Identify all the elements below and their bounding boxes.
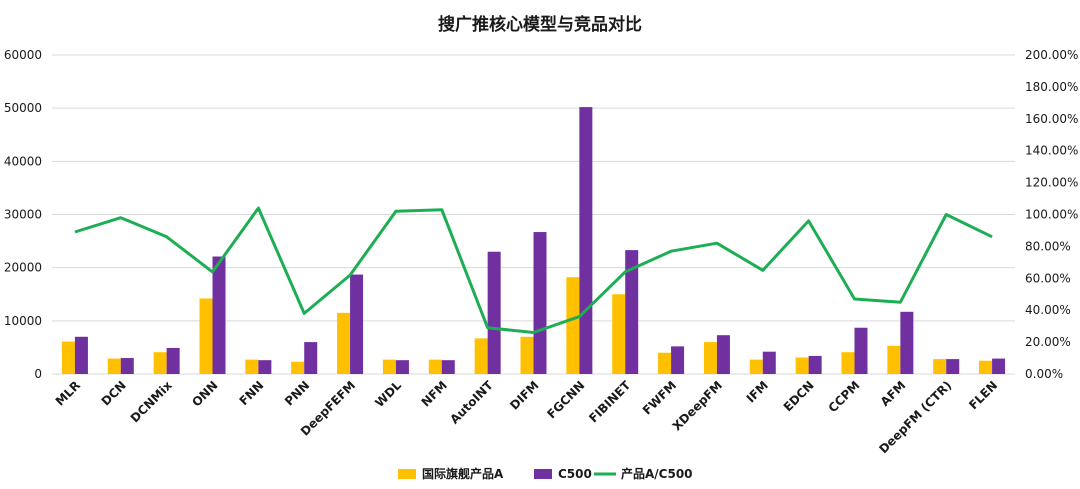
category-label: PNN <box>282 378 312 408</box>
legend-swatch-bar <box>398 469 416 479</box>
bar-product-a <box>153 352 167 374</box>
legend-label: 国际旗舰产品A <box>422 466 504 481</box>
category-label: FLEN <box>966 378 1000 412</box>
bar-c500 <box>854 327 868 374</box>
bar-c500 <box>579 107 593 374</box>
bar-c500 <box>441 360 455 374</box>
bar-product-a <box>703 342 717 374</box>
left-tick-label: 0 <box>34 367 42 381</box>
left-axis-ticks: 0 10000 20000 30000 40000 50000 60000 <box>4 48 42 381</box>
category-label: WDL <box>372 378 404 410</box>
bar-product-a <box>841 352 855 374</box>
ratio-line <box>74 206 993 334</box>
category-label: IFM <box>744 378 771 405</box>
category-label: XDeepFM <box>670 378 725 433</box>
right-tick-label: 20.00% <box>1025 335 1071 349</box>
bar-c500 <box>992 358 1006 374</box>
right-tick-label: 140.00% <box>1025 144 1078 158</box>
bar-c500 <box>808 355 822 374</box>
category-label: CCPM <box>826 378 863 415</box>
bar-product-a <box>428 359 442 374</box>
legend-label: 产品A/C500 <box>621 466 693 481</box>
category-label: AFM <box>878 378 909 409</box>
category-label: DIFM <box>507 378 541 412</box>
left-tick-label: 50000 <box>4 101 42 115</box>
bar-c500 <box>625 250 639 374</box>
right-axis-ticks: 0.00% 20.00% 40.00% 60.00% 80.00% 100.00% 120.… <box>1025 48 1078 381</box>
bar-product-a <box>749 359 763 374</box>
bar-product-a <box>979 360 993 374</box>
bar-product-a <box>245 359 259 374</box>
bar-product-a <box>199 298 213 374</box>
category-label: DCN <box>99 378 129 408</box>
bar-product-a <box>291 361 305 374</box>
bar-c500 <box>258 360 272 374</box>
bar-product-a <box>658 352 672 374</box>
category-label: EDCN <box>781 378 817 414</box>
legend-swatch-bar <box>534 469 552 479</box>
right-tick-label: 40.00% <box>1025 303 1071 317</box>
right-tick-label: 100.00% <box>1025 208 1078 222</box>
right-tick-label: 60.00% <box>1025 271 1071 285</box>
left-tick-label: 60000 <box>4 48 42 62</box>
bar-product-a <box>566 277 580 374</box>
bar-product-a <box>61 341 75 374</box>
right-tick-label: 160.00% <box>1025 112 1078 126</box>
bar-c500 <box>120 358 134 374</box>
bar-product-a <box>795 357 809 374</box>
category-label: FNN <box>237 378 267 408</box>
category-label: FWFM <box>640 378 679 417</box>
bar-c500 <box>716 335 730 374</box>
bar-c500 <box>900 311 914 374</box>
bar-c500 <box>946 359 960 374</box>
bar-product-a <box>520 336 534 374</box>
bar-product-a <box>337 312 351 374</box>
bar-c500 <box>762 351 776 374</box>
category-label: FGCNN <box>544 378 587 421</box>
left-tick-label: 10000 <box>4 314 42 328</box>
bar-c500 <box>304 342 318 374</box>
category-label: ONN <box>189 378 220 409</box>
bar-product-a <box>382 359 396 374</box>
legend-label: C500 <box>558 467 592 481</box>
category-label: MLR <box>53 378 83 408</box>
right-tick-label: 120.00% <box>1025 176 1078 190</box>
bar-product-a <box>933 359 947 374</box>
right-tick-label: 200.00% <box>1025 48 1078 62</box>
bar-c500 <box>671 346 685 374</box>
bar-product-a <box>887 345 901 374</box>
left-tick-label: 40000 <box>4 154 42 168</box>
left-tick-label: 30000 <box>4 208 42 222</box>
category-label: DCNMix <box>128 378 175 425</box>
bar-product-a <box>612 294 626 374</box>
right-tick-label: 180.00% <box>1025 80 1078 94</box>
category-label: AutoINT <box>447 378 496 427</box>
bar-c500 <box>533 232 547 374</box>
left-tick-label: 20000 <box>4 261 42 275</box>
bar-product-a <box>474 338 488 374</box>
bar-c500 <box>487 251 501 374</box>
line-series <box>74 206 993 334</box>
bar-c500 <box>212 256 226 374</box>
bar-c500 <box>74 336 88 374</box>
category-label: FIBINET <box>586 378 634 426</box>
chart-title: 搜广推核心模型与竞品对比 <box>438 14 642 35</box>
bar-series <box>61 107 1006 374</box>
bar-c500 <box>166 347 180 374</box>
bar-product-a <box>107 358 121 374</box>
right-tick-label: 0.00% <box>1025 367 1063 381</box>
legend: 国际旗舰产品A C500 产品A/C500 <box>398 466 693 481</box>
bar-c500 <box>350 274 364 374</box>
bar-c500 <box>395 360 409 374</box>
right-tick-label: 80.00% <box>1025 239 1071 253</box>
category-label: NFM <box>419 378 450 409</box>
